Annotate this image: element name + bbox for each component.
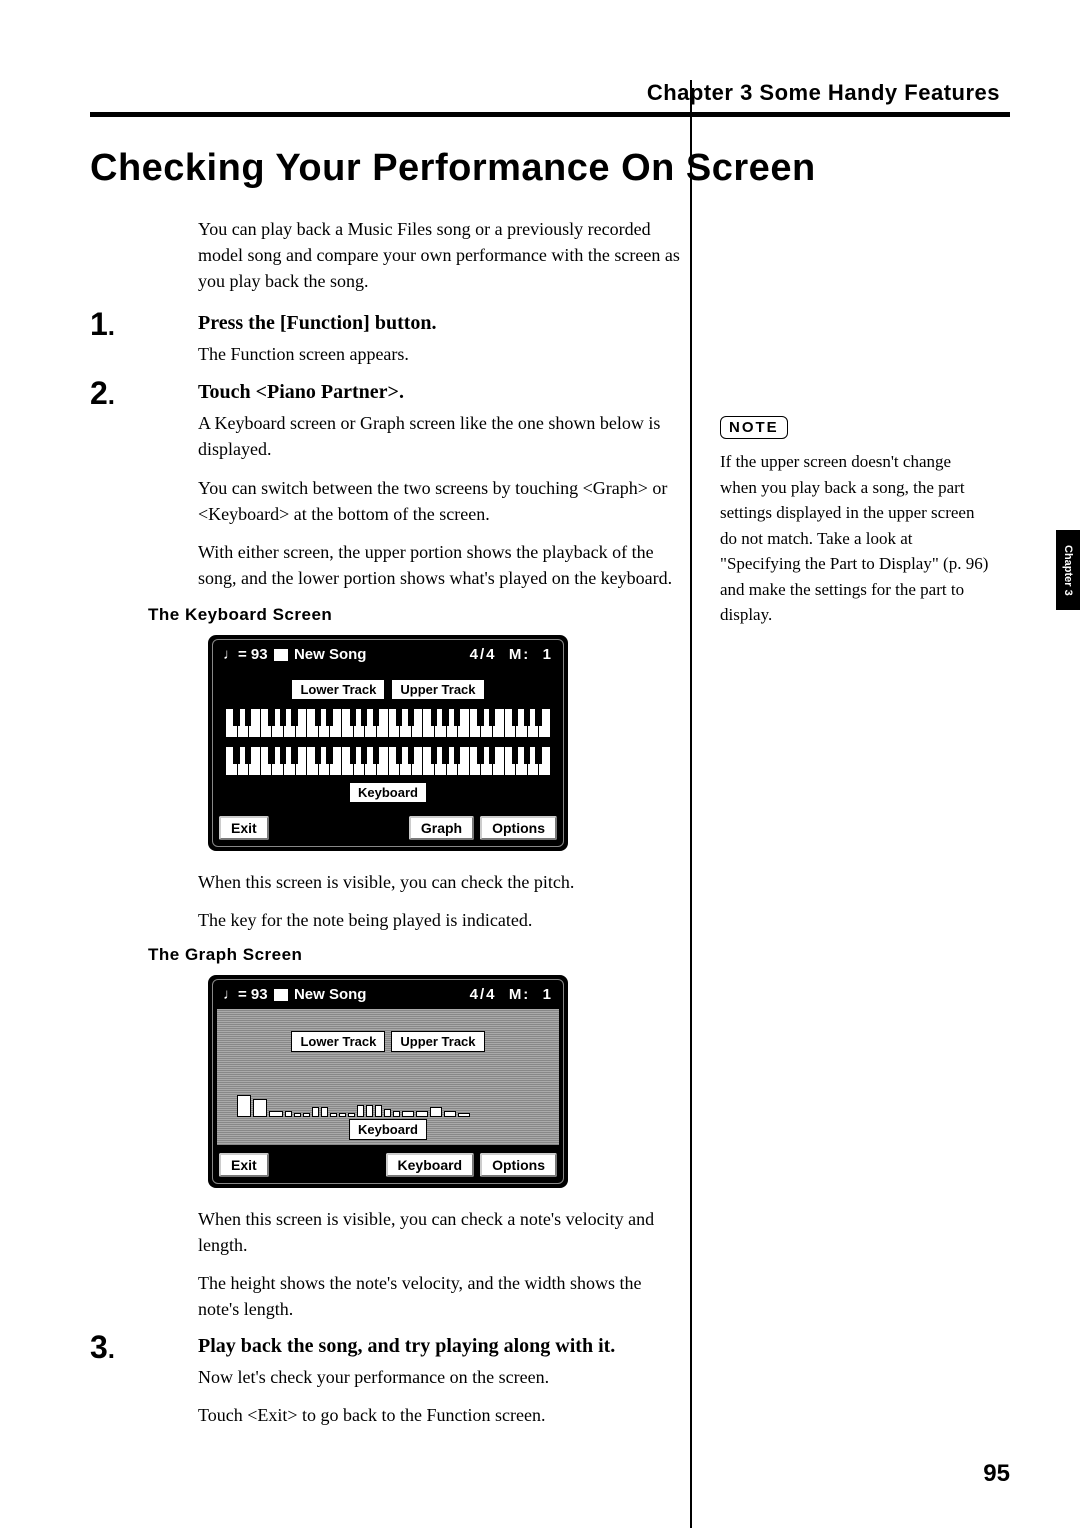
step-2-body-2: You can switch between the two screens b…	[198, 475, 680, 527]
keyboard-after-1: When this screen is visible, you can che…	[198, 869, 680, 895]
upper-track-label: Upper Track	[391, 679, 484, 700]
step-number-2: 2.	[90, 375, 115, 412]
keyboard-label-2: Keyboard	[349, 1119, 427, 1140]
keyboard-label: Keyboard	[349, 782, 427, 803]
options-button-2[interactable]: Options	[480, 1153, 557, 1177]
graph-bars	[237, 1077, 549, 1117]
lcd-tempo-2: ♩= 93 New Song	[223, 986, 366, 1003]
keyboard-after-2: The key for the note being played is ind…	[198, 907, 680, 933]
step-2-title: Touch <Piano Partner>.	[198, 381, 680, 404]
step-number-3: 3.	[90, 1329, 115, 1366]
disk-icon	[274, 989, 288, 1001]
keyboard-button[interactable]: Keyboard	[386, 1153, 475, 1177]
piano-row-lower	[225, 746, 551, 776]
exit-button-2[interactable]: Exit	[219, 1153, 269, 1177]
step-number-1: 1.	[90, 306, 115, 343]
step-2-body-3: With either screen, the upper portion sh…	[198, 539, 680, 591]
upper-track-label-2: Upper Track	[391, 1031, 484, 1052]
graph-after-1: When this screen is visible, you can che…	[198, 1206, 680, 1258]
lcd-timesig-2: 4/4 M: 1	[470, 986, 553, 1003]
lcd-tempo: ♩= 93 New Song	[223, 646, 366, 663]
step-3-body-1: Now let's check your performance on the …	[198, 1364, 680, 1390]
graph-screen-heading: The Graph Screen	[148, 945, 680, 965]
keyboard-screen-heading: The Keyboard Screen	[148, 605, 680, 625]
step-3-title: Play back the song, and try playing alon…	[198, 1335, 680, 1358]
exit-button[interactable]: Exit	[219, 816, 269, 840]
disk-icon	[274, 649, 288, 661]
lower-track-label: Lower Track	[291, 679, 385, 700]
keyboard-screen-figure: ♩= 93 New Song 4/4 M: 1 Lower Track Uppe…	[208, 635, 568, 851]
step-2-body-1: A Keyboard screen or Graph screen like t…	[198, 410, 680, 462]
options-button[interactable]: Options	[480, 816, 557, 840]
step-1-title: Press the [Function] button.	[198, 312, 680, 335]
piano-row-upper	[225, 708, 551, 738]
graph-button[interactable]: Graph	[409, 816, 474, 840]
step-3-body-2: Touch <Exit> to go back to the Function …	[198, 1402, 680, 1428]
graph-screen-figure: ♩= 93 New Song 4/4 M: 1 Lower Track Uppe…	[208, 975, 568, 1188]
graph-after-2: The height shows the note's velocity, an…	[198, 1270, 680, 1322]
page-number: 95	[983, 1460, 1010, 1488]
step-1-body: The Function screen appears.	[198, 341, 680, 367]
chapter-tab: Chapter 3	[1056, 530, 1080, 610]
intro-text: You can play back a Music Files song or …	[198, 216, 680, 294]
lower-track-label-2: Lower Track	[291, 1031, 385, 1052]
lcd-timesig: 4/4 M: 1	[470, 646, 553, 663]
